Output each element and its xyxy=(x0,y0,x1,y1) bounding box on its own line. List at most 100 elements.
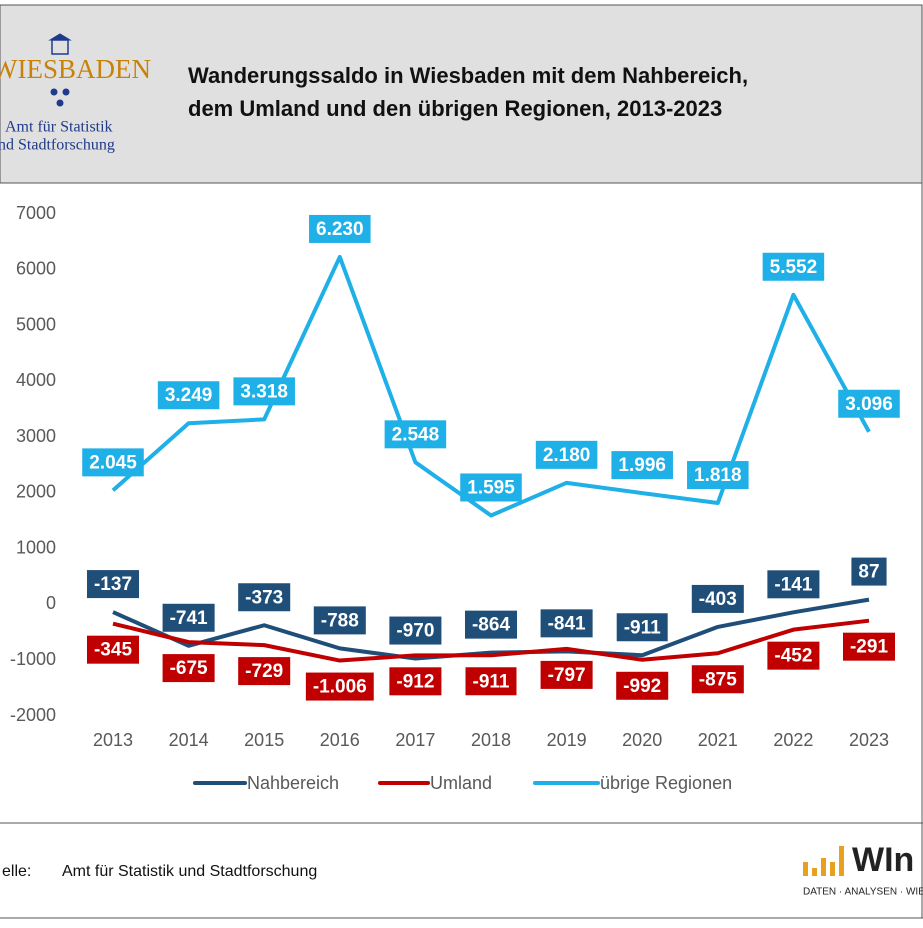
data-label: 5.552 xyxy=(762,252,825,281)
logo-right-icon xyxy=(803,846,844,876)
y-tick-label: 6000 xyxy=(16,259,56,279)
data-label-text: 1.818 xyxy=(694,465,742,486)
x-tick-label: 2013 xyxy=(93,730,133,750)
data-label-text: -788 xyxy=(321,610,359,631)
data-label-text: 3.096 xyxy=(845,394,893,415)
x-tick-label: 2014 xyxy=(169,730,209,750)
data-label: -741 xyxy=(162,603,215,632)
data-label-box xyxy=(384,420,447,449)
data-label-box xyxy=(465,667,517,696)
data-label: 1.818 xyxy=(687,461,749,490)
data-label: -797 xyxy=(540,660,593,689)
data-label-box xyxy=(616,671,669,700)
data-label-box xyxy=(762,252,825,281)
data-label: 6.230 xyxy=(309,214,371,243)
y-tick-label: 2000 xyxy=(16,482,56,502)
chart-subtitle: dem Umland und den übrigen Regionen, 201… xyxy=(188,96,722,121)
series-line xyxy=(112,618,870,663)
data-label-box xyxy=(767,641,820,670)
data-label-box xyxy=(86,570,140,599)
data-label-box xyxy=(611,451,673,480)
logo-right-name: WIn xyxy=(852,841,914,879)
data-label-text: -137 xyxy=(94,574,132,595)
y-tick-label: -2000 xyxy=(10,705,56,725)
data-label: -970 xyxy=(389,616,442,645)
data-label-text: -141 xyxy=(774,574,812,595)
x-tick-label: 2017 xyxy=(395,730,435,750)
data-label-text: -970 xyxy=(396,621,434,642)
data-label: -911 xyxy=(465,667,517,696)
data-label-box xyxy=(691,584,744,613)
data-label: 87 xyxy=(851,557,887,586)
data-label-text: -875 xyxy=(699,669,737,690)
data-label-box xyxy=(86,635,140,664)
data-label: -675 xyxy=(162,654,215,683)
data-label-box xyxy=(82,448,144,477)
data-label-text: 2.180 xyxy=(543,445,591,466)
header-band xyxy=(0,4,923,184)
legend-label: übrige Regionen xyxy=(600,773,732,793)
data-label: 1.595 xyxy=(460,473,522,502)
y-tick-label: 1000 xyxy=(16,537,56,557)
data-label-text: -1.006 xyxy=(313,677,367,698)
data-label-box xyxy=(162,603,215,632)
data-label-text: 1.996 xyxy=(618,455,666,476)
data-label-box xyxy=(851,557,887,586)
data-label-box xyxy=(238,583,291,612)
data-label: -403 xyxy=(691,584,744,613)
legend-label: Umland xyxy=(430,773,492,793)
logo-icon xyxy=(48,33,72,107)
data-label: -875 xyxy=(691,665,744,694)
data-label-box xyxy=(238,657,291,686)
data-label-text: -911 xyxy=(473,671,510,692)
data-label-text: -373 xyxy=(245,587,283,608)
data-label: 3.096 xyxy=(838,389,900,418)
data-label-box xyxy=(767,570,820,599)
data-label-box xyxy=(460,473,522,502)
data-label-box xyxy=(691,665,744,694)
data-label-text: -797 xyxy=(548,665,586,686)
data-label: 2.180 xyxy=(535,440,598,469)
data-label: -788 xyxy=(313,606,366,635)
data-label-box xyxy=(157,381,220,410)
data-label-box xyxy=(687,461,749,490)
data-label: -291 xyxy=(842,632,896,661)
data-label-text: 1.595 xyxy=(467,477,515,498)
data-label: -373 xyxy=(238,583,291,612)
data-label-text: 87 xyxy=(858,562,879,583)
data-label-text: -675 xyxy=(170,658,208,679)
data-label: 2.548 xyxy=(384,420,447,449)
x-tick-label: 2018 xyxy=(471,730,511,750)
data-label: -1.006 xyxy=(305,672,374,701)
series-line xyxy=(112,597,870,661)
source-label: elle: xyxy=(2,863,31,880)
y-tick-label: 4000 xyxy=(16,370,56,390)
y-tick-label: 7000 xyxy=(16,203,56,223)
data-label-box xyxy=(389,667,442,696)
legend-label: Nahbereich xyxy=(247,773,339,793)
data-label-text: -403 xyxy=(699,589,737,610)
y-tick-label: 3000 xyxy=(16,426,56,446)
data-label-text: -912 xyxy=(396,671,434,692)
data-label: -911 xyxy=(616,613,668,642)
data-label-text: 2.548 xyxy=(392,424,440,445)
data-label-box xyxy=(842,632,896,661)
data-label-text: 6.230 xyxy=(316,219,364,240)
x-tick-label: 2015 xyxy=(244,730,284,750)
data-label-box xyxy=(535,440,598,469)
y-tick-label: 5000 xyxy=(16,314,56,334)
data-label-box xyxy=(309,214,371,243)
logo-line: und Stadtforschung xyxy=(0,137,115,154)
data-label-box xyxy=(464,610,518,639)
logo-line: Amt für Statistik xyxy=(5,119,113,136)
data-label: -729 xyxy=(238,657,291,686)
data-label-box xyxy=(616,613,668,642)
y-tick-label: -1000 xyxy=(10,649,56,669)
data-label-text: -841 xyxy=(548,613,586,634)
data-label-text: -864 xyxy=(472,615,510,636)
x-tick-label: 2022 xyxy=(773,730,813,750)
data-label: 2.045 xyxy=(82,448,144,477)
series-line xyxy=(111,254,871,518)
